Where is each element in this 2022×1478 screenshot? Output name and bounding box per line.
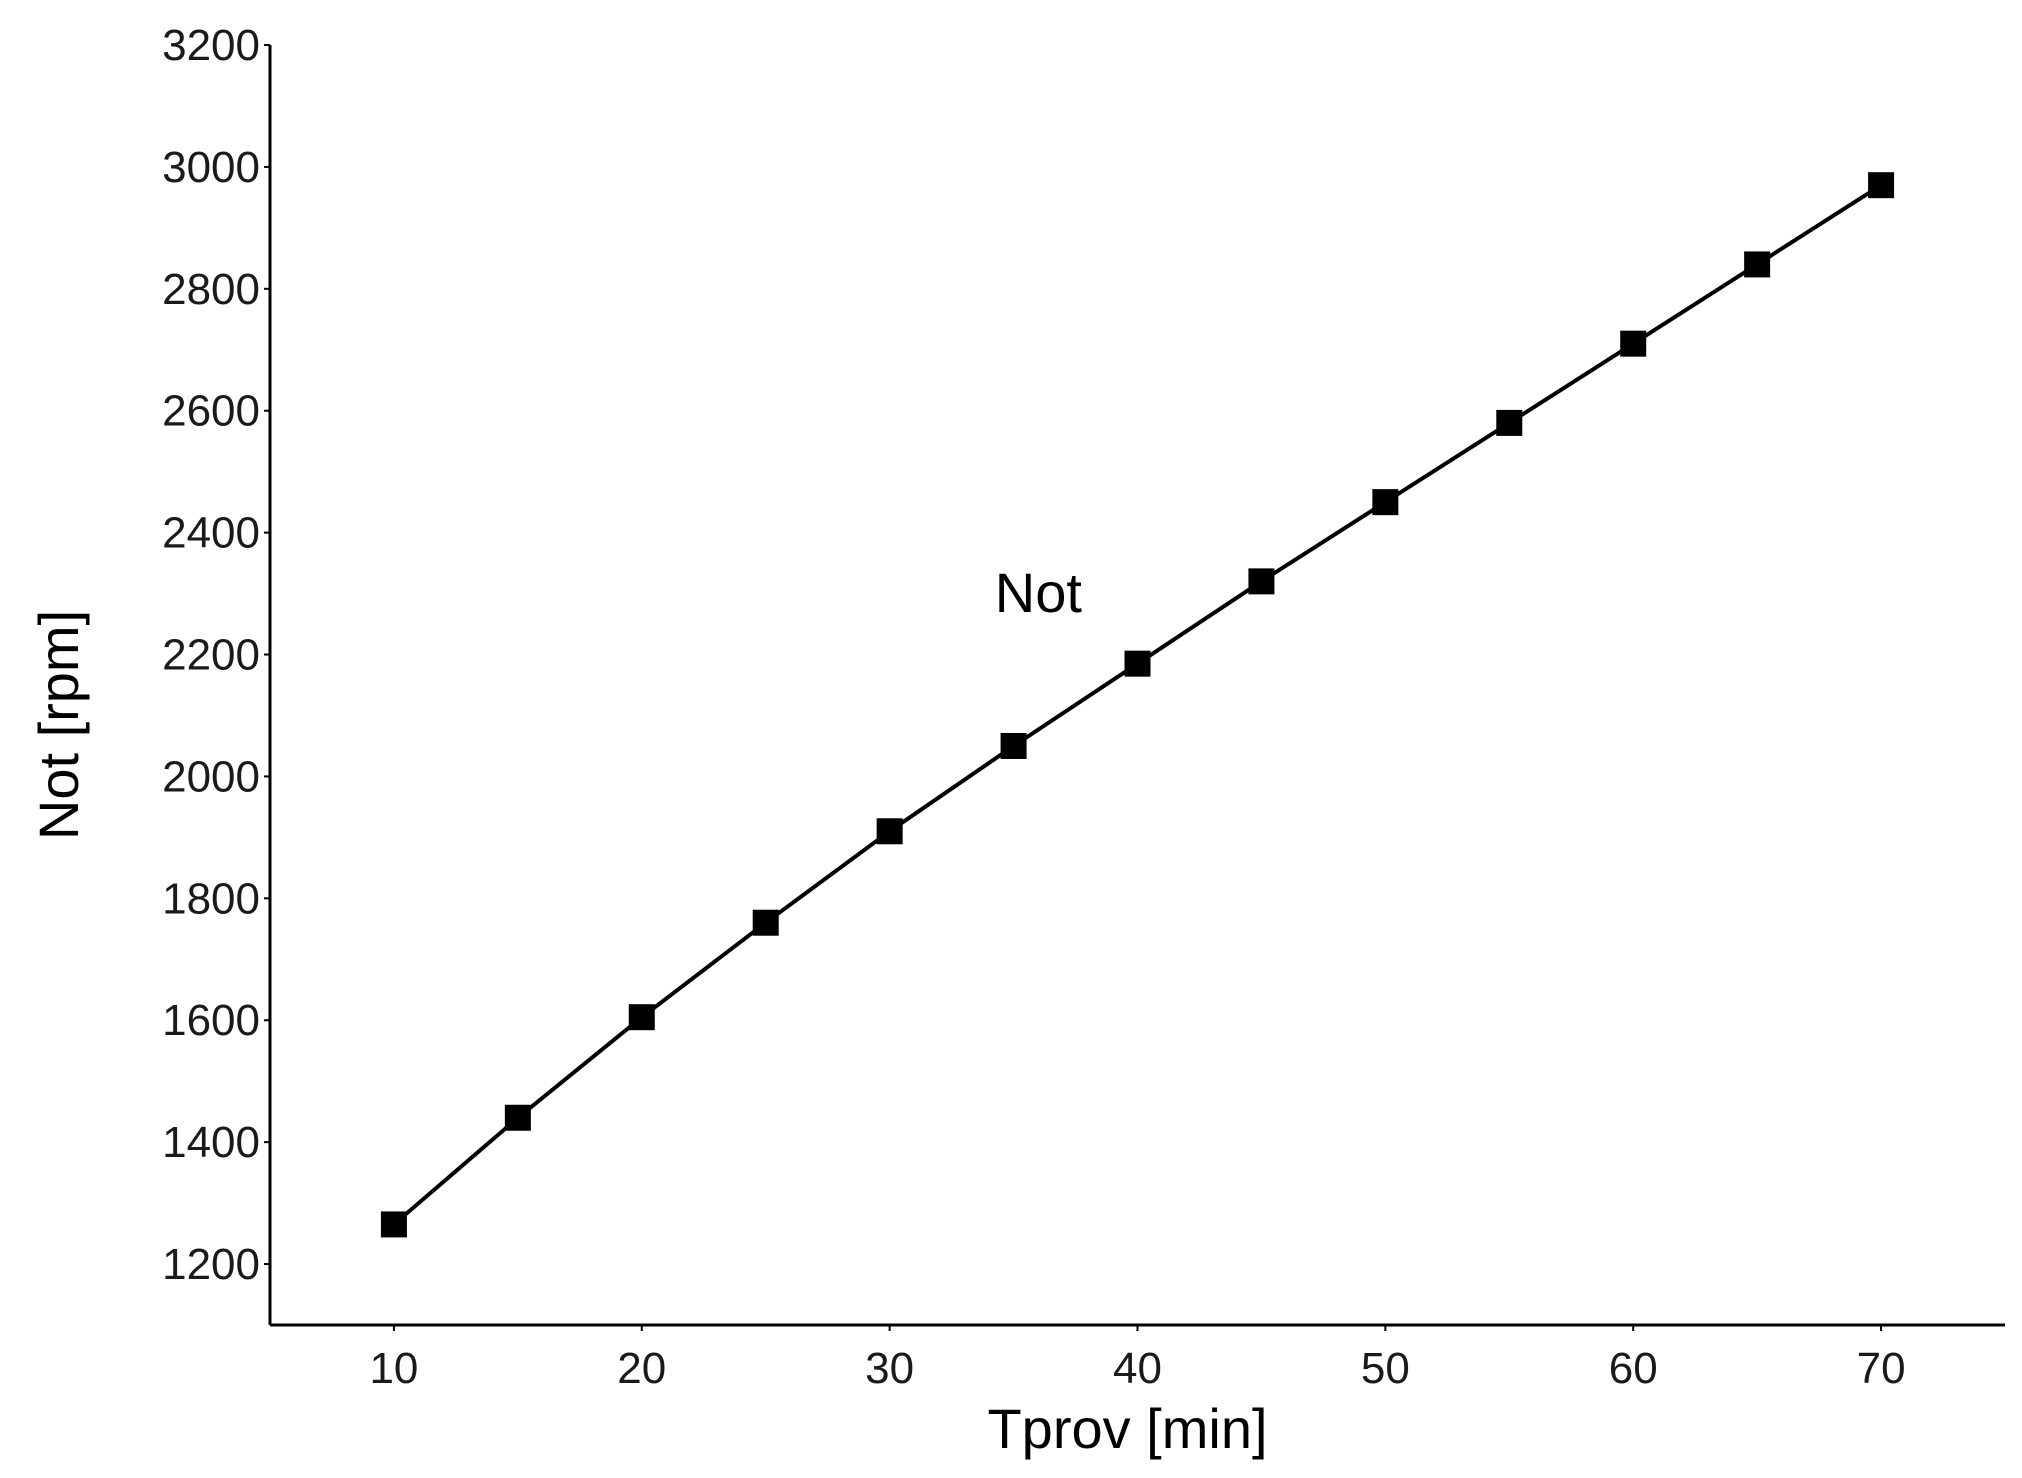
data-point: [1744, 251, 1771, 278]
data-point: [504, 1104, 531, 1131]
data-point: [1868, 172, 1895, 199]
y-tick-label: 2200: [162, 631, 260, 680]
x-tick-label: 60: [1609, 1344, 1658, 1393]
y-tick-label: 2800: [162, 265, 260, 314]
data-point: [1124, 650, 1151, 677]
series-line: [392, 183, 1883, 1226]
data-point: [752, 909, 779, 936]
y-tick-label: 1400: [162, 1118, 260, 1167]
data-point: [628, 1004, 655, 1031]
data-point: [1496, 409, 1523, 436]
data-point: [1620, 330, 1647, 357]
y-tick-label: 3000: [162, 143, 260, 192]
x-tick-label: 40: [1113, 1344, 1162, 1393]
y-tick-label: 2000: [162, 752, 260, 801]
y-axis-ticks: 1200 1400 1600 1800 2000 2200 2400 2600 2800 3000…: [162, 21, 270, 1289]
data-point: [1372, 489, 1399, 516]
x-axis-ticks: 10 20 30 40 50 60 70: [369, 1325, 1906, 1393]
data-point: [1248, 568, 1275, 595]
data-point: [1000, 732, 1027, 759]
data-point: [380, 1211, 407, 1238]
y-tick-label: 1800: [162, 874, 260, 923]
x-axis-title: Tprov [min]: [987, 1397, 1267, 1460]
y-tick-label: 2400: [162, 509, 260, 558]
axes: [268, 45, 2005, 1327]
data-point: [876, 818, 903, 845]
y-axis-title: Not [rpm]: [27, 610, 90, 840]
x-tick-label: 20: [617, 1344, 666, 1393]
x-tick-label: 10: [369, 1344, 418, 1393]
y-tick-label: 1200: [162, 1240, 260, 1289]
y-tick-label: 1600: [162, 996, 260, 1045]
y-tick-label: 3200: [162, 21, 260, 70]
x-tick-label: 30: [865, 1344, 914, 1393]
series: [380, 172, 1895, 1238]
y-tick-label: 2600: [162, 387, 260, 436]
x-tick-label: 70: [1857, 1344, 1906, 1393]
x-tick-label: 50: [1361, 1344, 1410, 1393]
series-annotation: Not: [995, 561, 1083, 624]
